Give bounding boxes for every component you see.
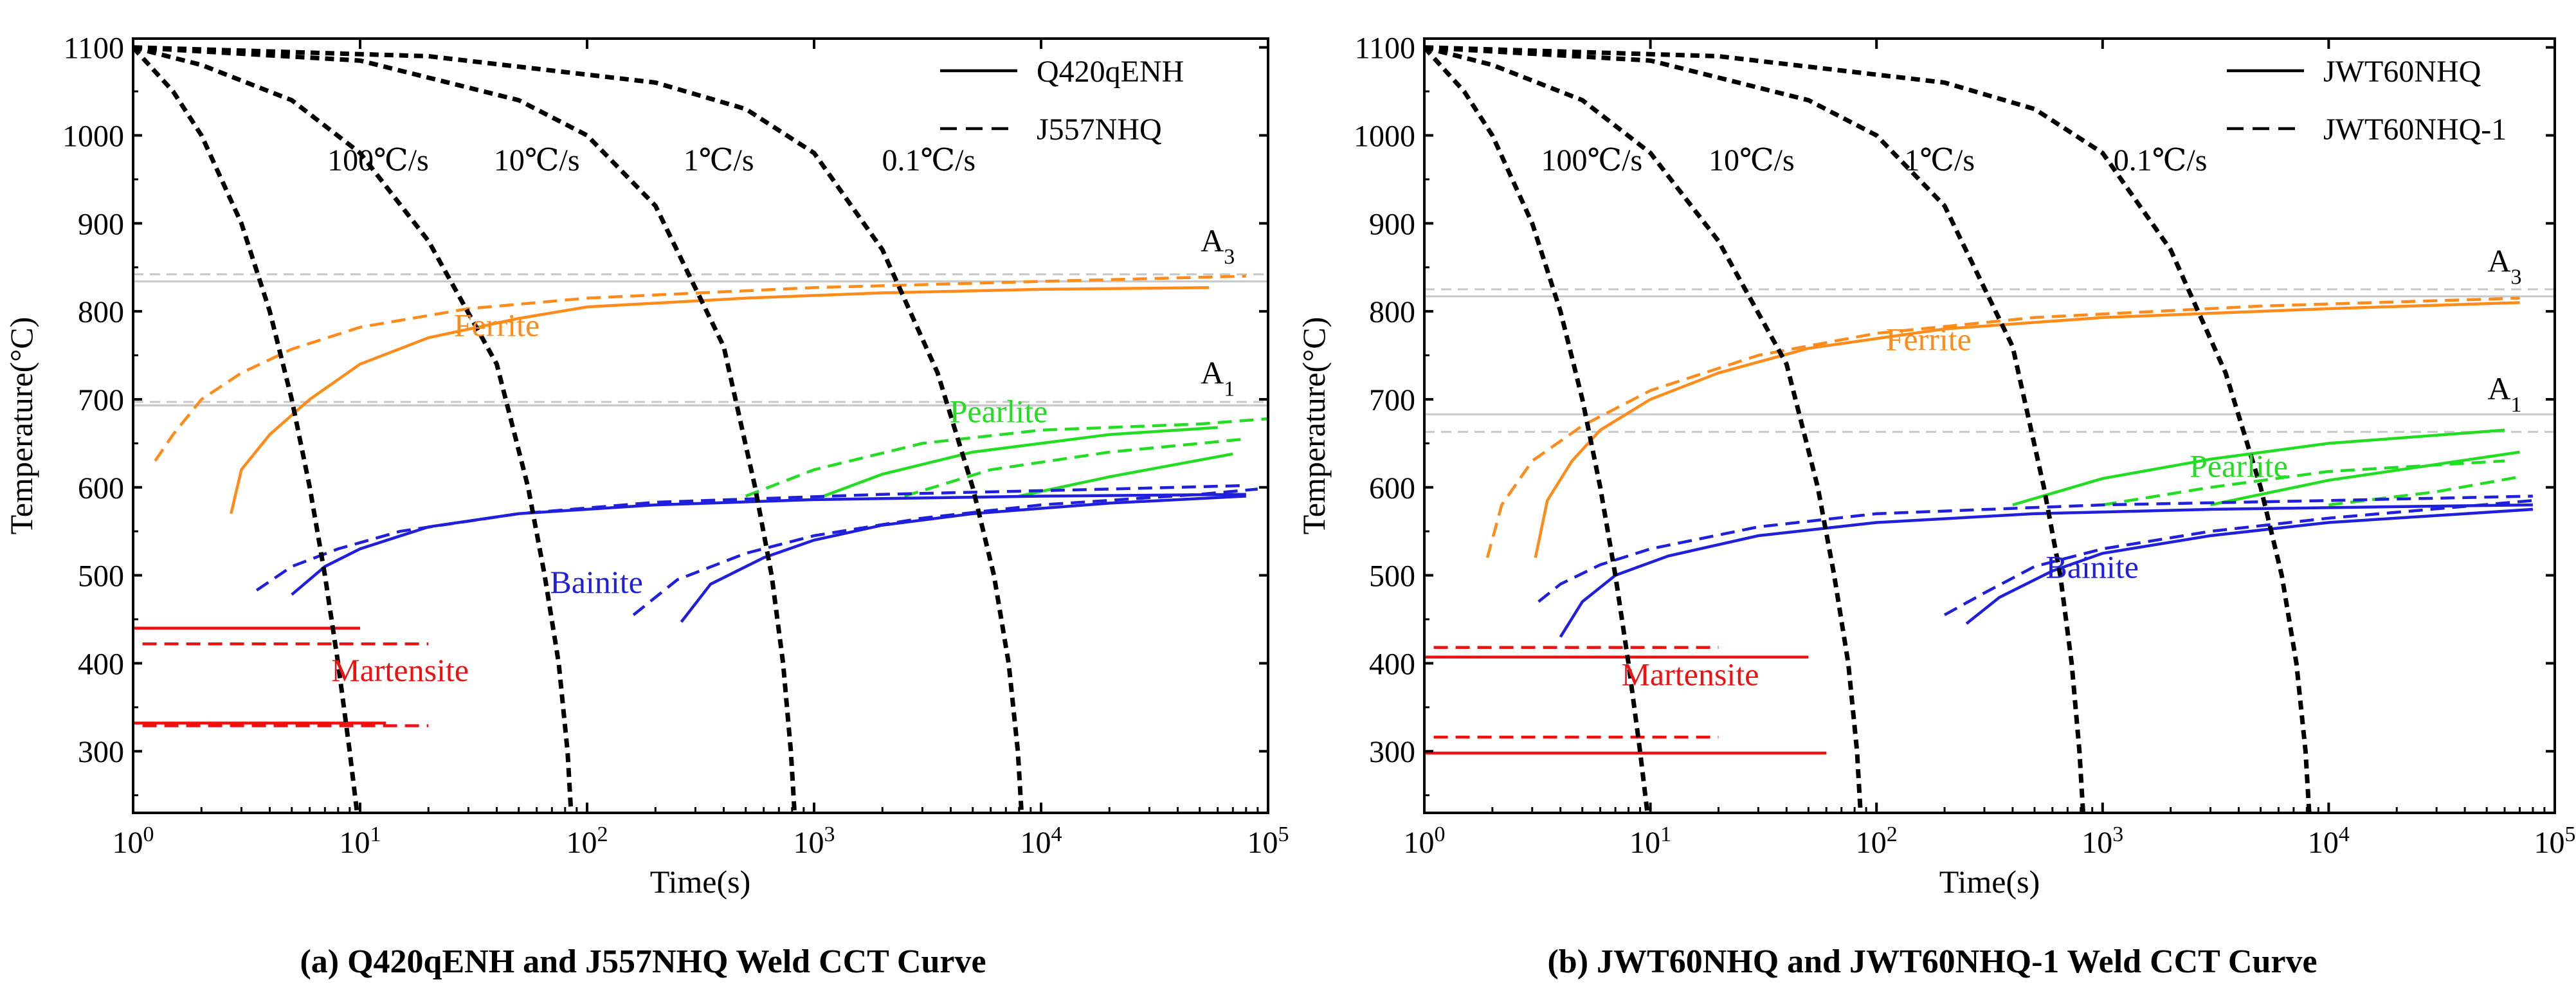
y-tick-label: 300 <box>1369 735 1415 769</box>
y-tick-label: 700 <box>1369 383 1415 417</box>
y-tick-label: 800 <box>78 295 124 329</box>
pearlite-curve <box>2328 475 2520 507</box>
y-tick-label: 1100 <box>1355 32 1415 66</box>
panel-b-caption: (b) JWT60NHQ and JWT60NHQ-1 Weld CCT Cur… <box>1547 943 2317 980</box>
x-tick-label: 102 <box>1856 823 1898 860</box>
bainite-curve <box>632 487 1258 616</box>
cooling-curve <box>133 45 574 813</box>
martensite-label: Martensite <box>331 652 469 688</box>
pearlite-curve <box>745 417 1268 498</box>
cooling-curve <box>1424 45 2312 813</box>
cooling-rate-label: 0.1℃/s <box>2114 143 2208 177</box>
pearlite-curve <box>2210 450 2520 507</box>
bainite-curve <box>291 493 1246 596</box>
pearlite-label: Pearlite <box>950 394 1048 430</box>
legend-label: Q420qENH <box>1037 55 1184 89</box>
cooling-rate-label: 0.1℃/s <box>882 143 975 177</box>
y-tick-label: 900 <box>1369 207 1415 241</box>
bainite-curve <box>1559 503 2533 638</box>
cooling-curve <box>1424 46 1650 813</box>
x-tick-label: 103 <box>2082 823 2123 860</box>
panel-a-y-axis-label: Temperature(°C) <box>3 317 39 535</box>
panel-b-series-group <box>1424 45 2555 813</box>
critical-temp-label: A1 <box>2487 370 2521 417</box>
cooling-rate-label: 10℃/s <box>494 143 580 177</box>
x-tick-label: 103 <box>794 823 835 860</box>
panel-a-x-axis-label: Time(s) <box>650 864 751 900</box>
bainite-curve <box>1537 495 2533 603</box>
panel-a-series-group <box>133 45 1268 813</box>
x-tick-label: 100 <box>1404 823 1446 860</box>
panel-a-caption: (a) Q420qENH and J557NHQ Weld CCT Curve <box>300 943 986 980</box>
critical-temp-label: A3 <box>2487 243 2521 289</box>
chart-panel-b: 100℃/s 10℃/s 1℃/s 0.1℃/s Ferrite Pearlite Bain… <box>1296 32 2576 980</box>
y-tick-label: 500 <box>78 559 124 594</box>
y-tick-label: 1000 <box>62 120 124 154</box>
y-tick-label: 1000 <box>1354 120 1415 154</box>
martensite-label: Martensite <box>1622 657 1759 693</box>
chart-panel-a: 100℃/s 10℃/s 1℃/s 0.1℃/s Ferrite Pearlite Bain… <box>3 32 1289 980</box>
y-tick-label: 300 <box>78 735 124 769</box>
cooling-curve <box>133 46 359 813</box>
pearlite-curve <box>1019 452 1233 498</box>
y-tick-label: 500 <box>1369 559 1415 594</box>
x-tick-label: 101 <box>1629 823 1671 860</box>
legend-label: JWT60NHQ <box>2323 55 2481 89</box>
ferrite-curve <box>230 286 1210 514</box>
bainite-curve <box>1965 507 2534 625</box>
panel-b-plot-frame <box>1423 37 2556 814</box>
x-tick-label: 105 <box>1247 823 1289 860</box>
panel-a-plot-frame <box>132 37 1269 814</box>
panel-b-x-axis-label: Time(s) <box>1939 864 2040 900</box>
x-tick-label: 101 <box>340 823 381 860</box>
bainite-curve <box>255 484 1246 592</box>
y-tick-label: 400 <box>78 647 124 681</box>
bainite-label: Bainite <box>2046 549 2139 585</box>
panel-b-y-axis-label: Temperature(°C) <box>1296 317 1332 535</box>
cooling-rate-label: 100℃/s <box>327 143 429 177</box>
ferrite-curve <box>1485 296 2520 558</box>
pearlite-curve <box>822 426 1218 498</box>
panel-b-legend: JWT60NHQ JWT60NHQ-1 <box>2227 55 2507 147</box>
critical-temp-label: A1 <box>1201 354 1235 401</box>
cooling-rate-label: 10℃/s <box>1709 143 1795 177</box>
bainite-curve <box>680 495 1246 623</box>
y-tick-label: 400 <box>1369 647 1415 681</box>
pearlite-curve <box>2012 428 2505 507</box>
panel-a-plot-layer: 100℃/s 10℃/s 1℃/s 0.1℃/s Ferrite Pearlite Bain… <box>62 32 1289 860</box>
cooling-rate-label: 100℃/s <box>1541 143 1642 177</box>
x-tick-label: 104 <box>1020 823 1062 860</box>
y-tick-label: 900 <box>78 207 124 241</box>
legend-label: JWT60NHQ-1 <box>2323 113 2507 147</box>
y-tick-label: 700 <box>78 383 124 417</box>
pearlite-label: Pearlite <box>2190 448 2288 484</box>
ferrite-label: Ferrite <box>454 307 540 343</box>
cooling-curve <box>1424 45 1863 813</box>
bainite-curve <box>1943 499 2534 617</box>
panel-b-plot-layer: 100℃/s 10℃/s 1℃/s 0.1℃/s Ferrite Pearlite Bain… <box>1354 32 2576 860</box>
x-tick-label: 102 <box>567 823 608 860</box>
critical-temp-label: A3 <box>1201 223 1235 269</box>
ferrite-curve <box>154 275 1246 462</box>
legend-label: J557NHQ <box>1037 113 1162 147</box>
x-tick-label: 100 <box>113 823 154 860</box>
y-tick-label: 600 <box>78 471 124 505</box>
panel-a-legend: Q420qENH J557NHQ <box>940 55 1184 147</box>
x-tick-label: 105 <box>2534 823 2576 860</box>
cooling-curve <box>1424 45 2085 813</box>
pearlite-curve <box>2102 459 2505 507</box>
y-tick-label: 600 <box>1369 471 1415 505</box>
y-tick-label: 1100 <box>64 32 124 66</box>
y-tick-label: 800 <box>1369 295 1415 329</box>
bainite-label: Bainite <box>550 564 642 600</box>
x-tick-label: 104 <box>2308 823 2350 860</box>
ferrite-label: Ferrite <box>1886 321 1972 357</box>
cooling-rate-label: 1℃/s <box>1904 143 1975 177</box>
ferrite-curve <box>1534 301 2520 558</box>
cooling-rate-label: 1℃/s <box>684 143 754 177</box>
pearlite-curve <box>903 437 1247 498</box>
